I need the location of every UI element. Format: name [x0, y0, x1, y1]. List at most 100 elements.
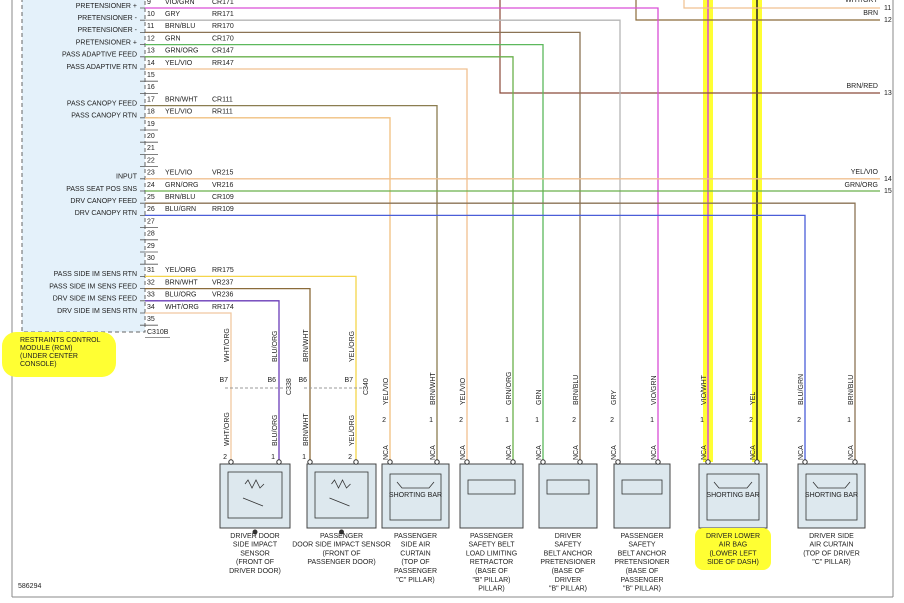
wire-color: BLU/ORG [272, 414, 279, 446]
terminal-pin: 2 [572, 417, 576, 424]
component-label: (BASE OF [626, 568, 659, 575]
wire-color: BRN/WHT [303, 329, 310, 362]
rcm-label: RESTRAINTS CONTROL [20, 337, 101, 344]
terminal [577, 459, 583, 465]
component-label: DRIVER [555, 533, 581, 540]
wire [145, 312, 232, 462]
right-wire-color: WHT/GRY [845, 0, 878, 4]
wire [145, 300, 280, 462]
pin-function: PASS SIDE IM SENS FEED [49, 283, 137, 290]
pin-function: DRV SIDE IM SENS FEED [53, 296, 137, 303]
pin-number: 30 [147, 255, 155, 262]
circuit-id: CR109 [212, 194, 234, 201]
component-label: LOAD LIMITING [466, 550, 517, 557]
resistor [244, 479, 265, 489]
terminal-pin: 1 [505, 417, 509, 424]
circuit-id: VR236 [212, 292, 234, 299]
pin-function: PASS CANOPY FEED [67, 100, 137, 107]
terminal [802, 459, 808, 465]
ground [252, 529, 258, 535]
nca-label: NCA [701, 445, 708, 460]
nca-label: NCA [611, 445, 618, 460]
inner-label: SHORTING BAR [706, 492, 759, 499]
rcm-label: CONSOLE) [20, 361, 57, 368]
pin-number: 27 [147, 218, 155, 225]
component-label: PASSENGER DOOR) [307, 559, 375, 566]
component-label: DOOR SIDE IMPACT SENSOR [292, 542, 391, 549]
pin-number: 34 [147, 304, 155, 311]
terminal [615, 459, 621, 465]
pin-number: 11 [147, 23, 154, 30]
pin-number: 21 [147, 145, 155, 152]
connector-id: C338 [286, 378, 293, 395]
wire-color: BRN/WHT [165, 96, 198, 103]
component-label: SENSOR [240, 550, 270, 557]
terminal-pin: 2 [797, 417, 801, 424]
terminal-pin: 1 [650, 417, 654, 424]
component-box [306, 463, 377, 529]
terminal [228, 459, 234, 465]
component-label: AIR CURTAIN [809, 542, 853, 549]
pin-number: 13 [147, 48, 155, 55]
component-label: SIDE AIR [401, 542, 431, 549]
component-label: PASSENGER [320, 533, 363, 540]
pin-function: PRETENSIONER - [77, 15, 137, 22]
switch [242, 497, 264, 507]
wire-color: BRN/BLU [165, 23, 195, 30]
terminal [754, 459, 760, 465]
nca-label: NCA [536, 445, 543, 460]
wire-color: BRN/BLU [848, 375, 855, 405]
terminal-pin: 2 [610, 417, 614, 424]
wire-color: GRN [165, 35, 181, 42]
nca-label: NCA [383, 445, 390, 460]
terminal [353, 459, 359, 465]
wire-color: GRY [611, 390, 618, 405]
pin-number: 24 [147, 182, 155, 189]
terminal-pin: 1 [535, 417, 539, 424]
component-label: (TOP OF DRIVER [803, 550, 860, 557]
right-wire-color: BRN [863, 10, 878, 17]
component-label: SIDE IMPACT [233, 542, 278, 549]
resistor [331, 479, 351, 489]
component-label: "B" PILLAR) [549, 586, 587, 593]
wire-color: YEL/VIO [165, 60, 193, 67]
terminal-pin: 1 [847, 417, 851, 424]
pin-number: 35 [147, 316, 155, 323]
terminal-pin: 1 [700, 417, 704, 424]
circuit-id: CR111 [212, 96, 233, 103]
terminal-pin: 1 [271, 454, 275, 461]
component-label: PASSENGER [394, 568, 437, 575]
wire-color: WHT/ORG [165, 304, 199, 311]
circuit-id: VR216 [212, 182, 234, 189]
pin-number: 26 [147, 206, 155, 213]
component-label: "B" PILLAR) [623, 586, 661, 593]
wire-color: YEL/VIO [165, 109, 193, 116]
wire-color: YEL/VIO [165, 170, 193, 177]
component-label: PASSENGER [620, 533, 663, 540]
component-label: BELT ANCHOR [544, 550, 593, 557]
connector-id: C340 [363, 378, 370, 395]
component-label: "C" PILLAR) [812, 559, 850, 566]
wire-color: YEL/ORG [349, 415, 356, 446]
nca-label: NCA [651, 445, 658, 460]
switch [329, 497, 350, 507]
terminal [655, 459, 661, 465]
pin-number: 10 [147, 11, 155, 18]
terminal-pin: 2 [459, 417, 463, 424]
pin-number: 33 [147, 292, 155, 299]
terminal [387, 459, 393, 465]
terminal [276, 459, 282, 465]
pin-number: 14 [147, 60, 155, 67]
component-label: PASSENGER [620, 577, 663, 584]
circuit-id: CR147 [212, 48, 234, 55]
terminal [852, 459, 858, 465]
component-label: AIR BAG [719, 542, 747, 549]
wire-color: BLU/GRN [798, 374, 805, 405]
wire [145, 202, 856, 462]
wire [145, 7, 659, 462]
rcm-box [21, 0, 146, 333]
pin-function: INPUT [116, 174, 138, 181]
wire [499, 0, 880, 94]
right-connector-number: 13 [884, 90, 892, 97]
rcm-label: (UNDER CENTER [20, 353, 78, 360]
